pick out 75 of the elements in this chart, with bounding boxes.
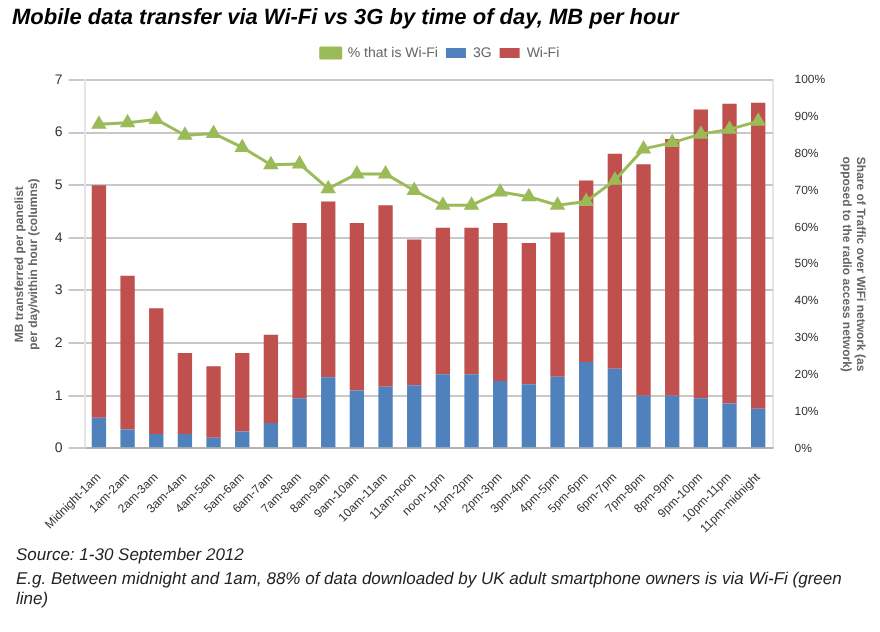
- bar: [378, 386, 393, 448]
- point: [436, 197, 450, 210]
- bar: [550, 232, 565, 377]
- point: [493, 184, 507, 197]
- bar: [521, 384, 537, 448]
- bar: [751, 408, 766, 448]
- point: [92, 116, 106, 129]
- bar: [263, 334, 279, 424]
- bar: [435, 227, 451, 375]
- point: [751, 113, 765, 126]
- bar: [321, 377, 336, 448]
- bar: [636, 395, 651, 448]
- point: [292, 156, 307, 169]
- point: [694, 126, 708, 139]
- point: [264, 157, 278, 170]
- chart-title: Mobile data transfer via Wi-Fi vs 3G by time of day, MB per hour: [10, 4, 682, 34]
- bar: [349, 223, 365, 391]
- point: [550, 197, 565, 210]
- point: [350, 166, 364, 179]
- bar: [464, 374, 479, 448]
- bar: [435, 374, 451, 448]
- bar: [607, 368, 623, 448]
- bar: [120, 429, 135, 448]
- bar: [521, 243, 537, 385]
- bar: [722, 403, 737, 448]
- text: E.g. Between midnight and 1am, 88% of data downloaded by UK adult smartphone owners is via Wi-Fi (green line): [14, 566, 844, 610]
- bar: [407, 385, 422, 448]
- bar: [579, 180, 594, 363]
- bar: [263, 423, 279, 448]
- point: [665, 135, 679, 148]
- bar: [177, 434, 193, 448]
- bar: [91, 185, 107, 418]
- bar: [149, 308, 164, 435]
- bar: [636, 164, 651, 396]
- bar: [665, 138, 680, 396]
- point: [235, 139, 249, 152]
- bar: [693, 109, 709, 399]
- bar: [149, 434, 164, 448]
- bar: [665, 395, 680, 448]
- point: [149, 111, 163, 124]
- bar: [407, 239, 422, 386]
- bar: [693, 398, 709, 448]
- bar: [579, 362, 594, 448]
- bar: [722, 103, 737, 404]
- bar: [120, 275, 135, 430]
- bar: [235, 431, 250, 448]
- bar: [292, 398, 307, 448]
- point: [464, 197, 479, 210]
- bar: [464, 227, 479, 375]
- point: [378, 166, 393, 179]
- bar: [206, 366, 221, 438]
- source-note: Source: 1-30 September 2012: [14, 542, 246, 566]
- point: [120, 115, 135, 128]
- point: [579, 194, 593, 207]
- bar: [177, 353, 193, 435]
- point: [722, 121, 737, 134]
- bar: [235, 353, 250, 432]
- bar: [292, 223, 307, 399]
- bar: [91, 417, 107, 448]
- point: [407, 183, 421, 195]
- bar: [550, 376, 565, 448]
- bar: [206, 437, 221, 448]
- point: [636, 141, 651, 154]
- point: [321, 181, 335, 194]
- bar: [378, 205, 393, 387]
- point: [178, 127, 192, 140]
- bar: [349, 390, 365, 448]
- bar: [493, 380, 508, 448]
- bar: [493, 223, 508, 381]
- bar: [751, 102, 766, 409]
- bar: [321, 201, 336, 378]
- point: [206, 125, 221, 138]
- point: [522, 189, 536, 202]
- bar: [607, 153, 623, 369]
- point: [608, 172, 622, 185]
